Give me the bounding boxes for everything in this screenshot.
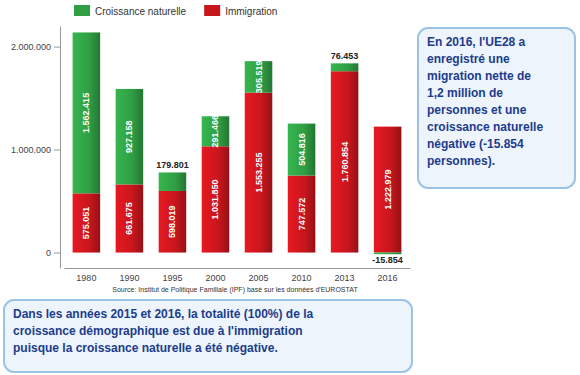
data-label: 575.051 [81,207,91,240]
y-tick-label: 0 [46,248,51,258]
y-tick: 1.000.000 [11,145,60,155]
bar-segment [159,191,187,253]
legend: Croissance naturelle Immigration [74,5,277,17]
annotation-line: personnes et une [427,103,527,117]
x-tick: 2013 [335,273,355,283]
bar-segment [374,127,402,253]
data-label: 1.562.415 [81,93,91,133]
annotation-frame [418,28,575,188]
data-label: 76.453 [331,51,359,61]
x-tick-label: 1980 [76,273,96,283]
data-label: 1.222.979 [383,170,393,210]
data-label: 179.801 [156,160,189,170]
bar-segment [116,184,144,252]
bar-segment [73,32,101,193]
data-label: 291.466 [210,115,220,148]
data-label: 1.553.255 [254,153,264,193]
legend-swatch [74,5,90,16]
x-tick-label: 2005 [249,273,269,283]
x-tick-label: 2016 [378,273,398,283]
annotation-line: En 2016, l'UE28 a [427,35,526,49]
annotation-line: croissance naturelle [427,120,543,134]
annotation-box: Dans les années 2015 et 2016, la totalit… [4,300,412,372]
annotation-frame [4,300,412,372]
x-tick-label: 2000 [205,273,225,283]
data-label: 927.158 [124,120,134,153]
y-tick-mark [54,47,60,48]
y-tick-mark [54,150,60,151]
x-tick: 1990 [119,273,139,283]
x-tick: 1980 [76,273,96,283]
bar-segment [374,253,402,255]
x-tick-label: 2013 [335,273,355,283]
data-labels: 575.051 661.675 598.019 1.031.850 1.553.255 7… [81,51,403,265]
data-label: 1.760.854 [340,142,350,182]
bar-segment [202,146,230,252]
x-tick: 2000 [205,273,225,283]
annotation-line: Dans les années 2015 et 2016, la totalit… [13,307,313,321]
data-label: 504.816 [297,133,307,166]
annotation-text: Dans les années 2015 et 2016, la totalit… [13,307,313,355]
annotation-text: En 2016, l'UE28 a enregistré une migration… [427,35,543,168]
annotation-line: 1,2 million de [427,86,503,100]
annotation-box: En 2016, l'UE28 a enregistré une migration… [418,28,575,188]
bar-segment [288,124,316,176]
x-tick: 2010 [292,273,312,283]
bar-segment [331,71,359,252]
x-tick-label: 1995 [162,273,182,283]
bar-segment [73,193,101,252]
y-axis: 0 1.000.000 2.000.000 [11,27,61,269]
y-tick-mark [54,253,60,254]
bar-segment [245,93,273,253]
x-tick: 2016 [378,273,398,283]
x-tick-label: 1990 [119,273,139,283]
data-label: 305.519 [254,61,264,94]
annotation-line: migration nette de [427,69,531,83]
source: Source: Institut de Politique Familiale … [112,286,358,294]
annotation-line: enregistré une [427,52,510,66]
y-tick: 2.000.000 [11,42,60,52]
annotation-line: négative (-15.854 [427,137,524,151]
y-tick-label: 2.000.000 [11,42,51,52]
bar-segment [159,172,187,191]
y-tick: 0 [46,248,60,258]
chart-svg: 575.051 661.675 598.019 1.031.850 1.553.255 7… [0,0,580,375]
y-axis-line [60,27,61,269]
chart-container: 575.051 661.675 598.019 1.031.850 1.553.255 7… [0,0,580,375]
x-tick-label: 2010 [292,273,312,283]
annotation-line: puisque la croissance naturelle a été né… [13,341,278,355]
data-label: 661.675 [124,202,134,235]
data-label: 598.019 [167,205,177,238]
data-label: 747.572 [297,198,307,231]
legend-swatch [204,5,220,16]
bars [73,32,402,254]
bar-segment [288,176,316,253]
annotation-line: croissance démographique est due à l'imm… [13,324,303,338]
y-tick-label: 1.000.000 [11,145,51,155]
x-tick: 2005 [249,273,269,283]
bar-segment [331,63,359,71]
x-axis-line [65,268,411,269]
bar-segment [116,89,144,184]
x-tick: 1995 [162,273,182,283]
bar-segment [245,61,273,92]
data-label: -15.854 [372,255,403,265]
annotation-line: personnes). [427,154,495,168]
legend-label: Immigration [225,6,277,17]
data-label: 1.031.850 [210,179,220,219]
legend-label: Croissance naturelle [95,6,187,17]
x-axis: 1980 1990 1995 2000 2005 2010 2013 2016 [65,269,411,284]
